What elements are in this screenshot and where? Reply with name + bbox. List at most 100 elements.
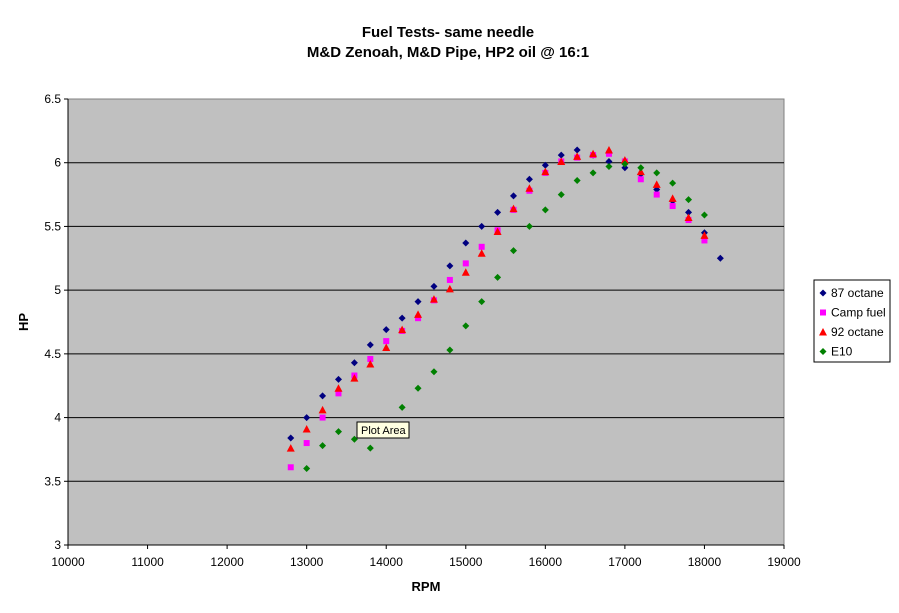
data-point bbox=[383, 338, 390, 345]
data-point bbox=[684, 213, 693, 222]
data-point bbox=[446, 262, 454, 270]
data-point bbox=[302, 425, 311, 433]
data-point bbox=[493, 227, 502, 236]
legend-label: E10 bbox=[831, 345, 853, 359]
data-point bbox=[430, 368, 438, 376]
tooltip-text: Plot Area bbox=[361, 425, 407, 437]
y-tick-label: 3 bbox=[54, 538, 61, 552]
x-axis-label: RPM bbox=[412, 579, 441, 594]
data-point bbox=[573, 177, 581, 185]
series-3 bbox=[303, 160, 708, 473]
data-point bbox=[334, 375, 342, 383]
x-tick-label: 12000 bbox=[210, 555, 244, 569]
data-point bbox=[350, 359, 358, 367]
y-tick-label: 6 bbox=[54, 156, 61, 170]
data-point bbox=[589, 169, 597, 177]
plot-area[interactable] bbox=[67, 98, 785, 546]
data-point bbox=[700, 231, 709, 239]
tooltip-box bbox=[356, 421, 410, 439]
data-point bbox=[366, 360, 375, 368]
data-point bbox=[334, 428, 342, 436]
data-point bbox=[367, 355, 374, 362]
data-point bbox=[637, 164, 645, 172]
legend-item[interactable]: 87 octane bbox=[819, 286, 885, 300]
x-tick-label: 10000 bbox=[51, 555, 85, 569]
legend-box bbox=[813, 279, 891, 363]
data-point bbox=[366, 444, 374, 452]
legend-marker bbox=[819, 289, 827, 297]
y-axis-label: HP bbox=[16, 313, 31, 331]
data-point bbox=[334, 384, 343, 392]
data-point bbox=[461, 268, 470, 276]
data-point bbox=[303, 414, 311, 422]
data-point bbox=[478, 222, 486, 230]
data-point bbox=[414, 384, 422, 392]
data-point bbox=[382, 326, 390, 334]
data-point bbox=[398, 403, 406, 411]
data-point bbox=[669, 203, 676, 210]
series-2 bbox=[286, 145, 709, 452]
y-tick-label: 6.5 bbox=[44, 92, 61, 106]
data-point bbox=[621, 164, 629, 172]
data-point bbox=[398, 314, 406, 322]
data-point bbox=[350, 374, 359, 382]
data-point bbox=[557, 157, 566, 165]
data-point bbox=[668, 194, 677, 202]
x-tick-label: 15000 bbox=[449, 555, 483, 569]
data-point bbox=[605, 163, 613, 171]
x-tick-label: 11000 bbox=[131, 555, 164, 569]
data-point bbox=[669, 179, 677, 187]
data-point bbox=[510, 192, 518, 200]
data-point bbox=[287, 464, 294, 471]
data-point bbox=[303, 465, 311, 473]
data-point bbox=[604, 145, 613, 154]
y-tick-label: 5.5 bbox=[44, 219, 61, 233]
y-tick-label: 4.5 bbox=[44, 347, 61, 361]
data-point bbox=[541, 206, 549, 214]
data-point bbox=[398, 325, 407, 334]
data-point bbox=[510, 247, 518, 255]
data-point bbox=[685, 196, 693, 204]
data-point bbox=[494, 273, 502, 281]
y-tick-label: 3.5 bbox=[44, 474, 61, 488]
data-point bbox=[462, 322, 470, 330]
data-point bbox=[637, 176, 644, 183]
data-point bbox=[429, 295, 438, 303]
data-point bbox=[319, 442, 327, 450]
chart-title: Fuel Tests- same needle bbox=[362, 24, 534, 41]
legend-item[interactable]: 92 octane bbox=[819, 325, 884, 339]
data-point bbox=[477, 249, 486, 257]
data-point bbox=[573, 146, 581, 154]
data-point bbox=[557, 191, 565, 199]
data-point bbox=[509, 204, 518, 213]
data-point bbox=[653, 169, 661, 177]
data-point bbox=[685, 208, 693, 216]
data-point bbox=[652, 180, 661, 188]
legend[interactable]: 87 octane Camp fuel 92 octane E10 bbox=[813, 279, 891, 363]
data-point bbox=[701, 237, 708, 244]
data-point bbox=[430, 282, 438, 290]
x-tick-label: 13000 bbox=[290, 555, 324, 569]
data-point bbox=[287, 434, 295, 442]
data-point bbox=[589, 149, 598, 158]
data-point bbox=[446, 276, 453, 283]
data-point bbox=[620, 156, 629, 164]
x-tick-label: 18000 bbox=[688, 555, 722, 569]
data-point bbox=[653, 191, 660, 198]
y-axis-ticks: 3 3.5 4 4.5 5 5.5 6 6.5 bbox=[44, 92, 68, 552]
data-point bbox=[286, 444, 295, 452]
data-point bbox=[319, 392, 327, 400]
data-point bbox=[382, 343, 391, 351]
legend-item[interactable]: Camp fuel bbox=[820, 306, 886, 320]
axes bbox=[67, 99, 784, 546]
data-point bbox=[494, 208, 502, 216]
legend-item[interactable]: E10 bbox=[819, 345, 853, 359]
data-point bbox=[605, 157, 613, 165]
x-tick-label: 14000 bbox=[370, 555, 404, 569]
data-point bbox=[446, 346, 454, 354]
legend-label: Camp fuel bbox=[831, 306, 886, 320]
chart-subtitle: M&D Zenoah, M&D Pipe, HP2 oil @ 16:1 bbox=[307, 44, 589, 61]
data-point bbox=[716, 254, 724, 262]
x-axis-ticks: 10000 11000 12000 13000 14000 15000 16000 17000… bbox=[51, 545, 801, 569]
data-point bbox=[335, 390, 342, 397]
